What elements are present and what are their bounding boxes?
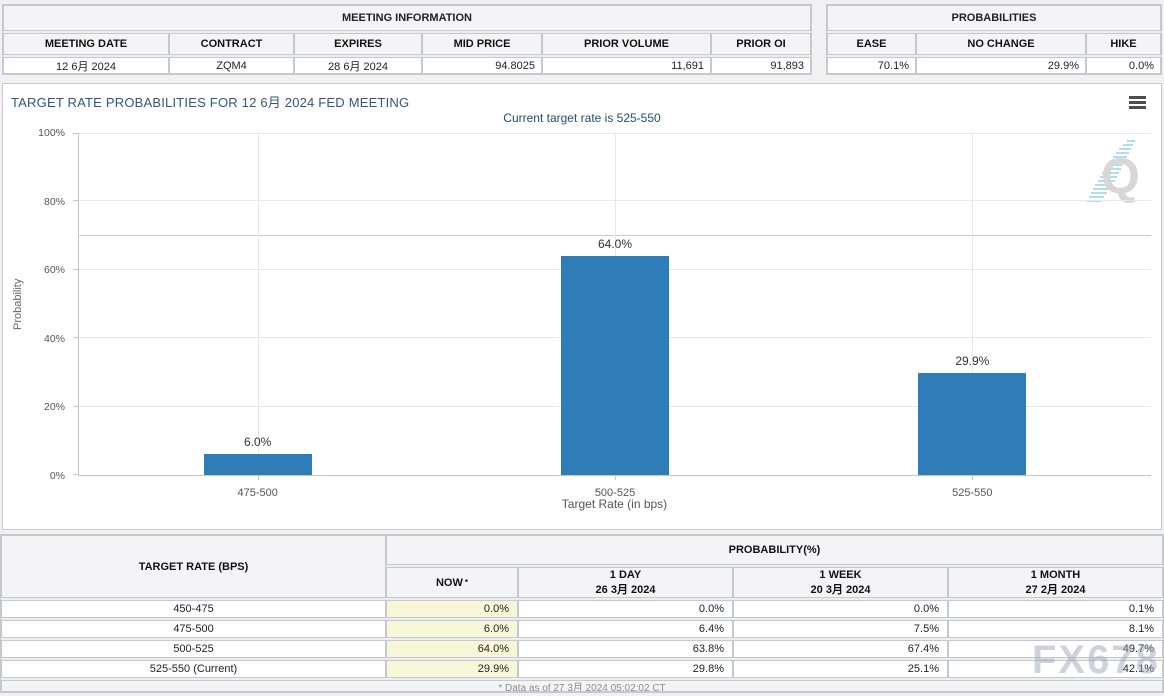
month1-cell: 49.7% — [948, 640, 1163, 658]
y-tick-label: 20% — [43, 401, 65, 414]
bar-475-500[interactable] — [203, 454, 312, 475]
week1-cell: 25.1% — [733, 660, 948, 678]
y-tick-mark — [73, 133, 79, 134]
rate-cell-current: 525-550 (Current) — [1, 660, 386, 678]
col-header-no-change: NO CHANGE — [916, 33, 1086, 55]
now-cell: 6.0% — [386, 620, 518, 638]
rate-cell: 475-500 — [1, 620, 386, 638]
fedwatch-chart-panel: TARGET RATE PROBABILITIES FOR 12 6月 2024… — [2, 83, 1162, 530]
now-cell: 64.0% — [386, 640, 518, 658]
y-tick-label: 60% — [43, 264, 65, 277]
expires-value: 28 6月 2024 — [294, 57, 422, 74]
bar-500-525[interactable] — [561, 256, 669, 475]
target-rate-bps-header: TARGET RATE (BPS) — [1, 535, 386, 598]
hike-value: 0.0% — [1086, 57, 1161, 74]
month1-cell: 8.1% — [948, 620, 1163, 638]
y-tick-mark — [73, 474, 79, 475]
bar-value-label: 29.9% — [955, 353, 990, 368]
rate-cell: 500-525 — [1, 640, 386, 658]
contract-value: ZQM4 — [169, 57, 294, 74]
x-category-label: 500-525 — [594, 487, 636, 499]
probability-group-header: PROBABILITY(%) — [386, 535, 1163, 565]
y-axis-labels: 0% 20% 40% 60% 80% 100% — [3, 127, 72, 482]
col-header-1-day: 1 DAY 26 3月 2024 — [518, 567, 733, 598]
y-tick-mark — [73, 200, 79, 202]
top-summary-row: MEETING INFORMATION MEETING DATE CONTRAC… — [2, 4, 1162, 75]
col-header-meeting-date: MEETING DATE — [3, 33, 169, 55]
meeting-information-title: MEETING INFORMATION — [3, 5, 811, 31]
now-cell: 0.0% — [386, 600, 518, 618]
x-gridline — [257, 133, 259, 475]
col-header-expires: EXPIRES — [294, 33, 422, 55]
hamburger-icon — [1129, 96, 1146, 99]
meeting-date-value: 12 6月 2024 — [3, 57, 169, 74]
x-tick-mark — [615, 475, 616, 480]
col-header-ease: EASE — [827, 33, 916, 55]
col-header-mid-price: MID PRICE — [422, 33, 542, 55]
y-tick-mark — [73, 268, 79, 270]
probabilities-summary-table: PROBABILITIES EASE NO CHANGE HIKE 70.1% … — [826, 4, 1162, 75]
x-tick-mark — [257, 475, 259, 480]
chart-title: TARGET RATE PROBABILITIES FOR 12 6月 2024… — [11, 95, 410, 110]
y-tick-mark — [73, 337, 79, 339]
y-tick-mark — [73, 405, 79, 407]
day1-cell: 6.4% — [518, 620, 733, 638]
hamburger-icon — [1129, 101, 1146, 104]
week1-cell: 7.5% — [733, 620, 948, 638]
chart-context-menu-button[interactable] — [1127, 94, 1148, 111]
month1-cell: 0.1% — [948, 600, 1163, 618]
col-header-contract: CONTRACT — [169, 33, 294, 55]
x-category-label: 525-550 — [952, 487, 993, 499]
col-header-prior-volume: PRIOR VOLUME — [542, 33, 711, 55]
x-category-label: 475-500 — [237, 487, 278, 499]
col-header-hike: HIKE — [1086, 33, 1161, 55]
col-header-prior-oi: PRIOR OI — [711, 33, 811, 55]
hamburger-icon — [1129, 106, 1146, 109]
col-header-1-month: 1 MONTH 27 2月 2024 — [948, 567, 1163, 598]
col-header-1-week: 1 WEEK 20 3月 2024 — [733, 567, 948, 598]
plot-area: Q 6.0% 475-500 64.0% 500-525 29.9% 525-550 — [73, 133, 1151, 499]
footnote-asterisk: * — [464, 578, 468, 587]
bar-value-label: 64.0% — [597, 237, 633, 252]
q-letter: Q — [1101, 148, 1140, 204]
y-tick-label: 0% — [49, 470, 65, 482]
data-as-of-footnote: * Data as of 27 3月 2024 05:02:02 CT — [1, 680, 1163, 692]
meeting-information-table: MEETING INFORMATION MEETING DATE CONTRAC… — [2, 4, 812, 75]
rate-cell: 450-475 — [1, 600, 386, 618]
y-tick-label: 40% — [43, 332, 65, 345]
x-tick-mark — [972, 475, 974, 480]
day1-cell: 63.8% — [518, 640, 733, 658]
no-change-value: 29.9% — [916, 57, 1086, 74]
x-gridline — [972, 133, 974, 475]
month1-cell: 42.1% — [948, 660, 1163, 678]
day1-cell: 0.0% — [518, 600, 733, 618]
x-axis-title: Target Rate (in bps) — [561, 497, 668, 511]
week1-cell: 0.0% — [733, 600, 948, 618]
y-tick-label: 80% — [43, 195, 65, 208]
y-tick-label: 100% — [38, 127, 65, 139]
bar-525-550[interactable] — [918, 372, 1027, 475]
day1-cell: 29.8% — [518, 660, 733, 678]
chart-subtitle: Current target rate is 525-550 — [503, 111, 661, 125]
probability-history-table: TARGET RATE (BPS) PROBABILITY(%) NOW * 1 … — [0, 534, 1164, 693]
ease-value: 70.1% — [827, 57, 916, 74]
prior-volume-value: 11,691 — [542, 57, 711, 74]
week1-cell: 67.4% — [733, 640, 948, 658]
mid-price-value: 94.8025 — [422, 57, 542, 74]
bar-value-label: 6.0% — [243, 435, 272, 450]
col-header-now: NOW * — [386, 567, 518, 598]
prior-oi-value: 91,893 — [711, 57, 811, 74]
quikstrike-logo-watermark: Q — [1087, 140, 1140, 204]
probabilities-title: PROBABILITIES — [827, 5, 1161, 31]
now-cell: 29.9% — [386, 660, 518, 678]
